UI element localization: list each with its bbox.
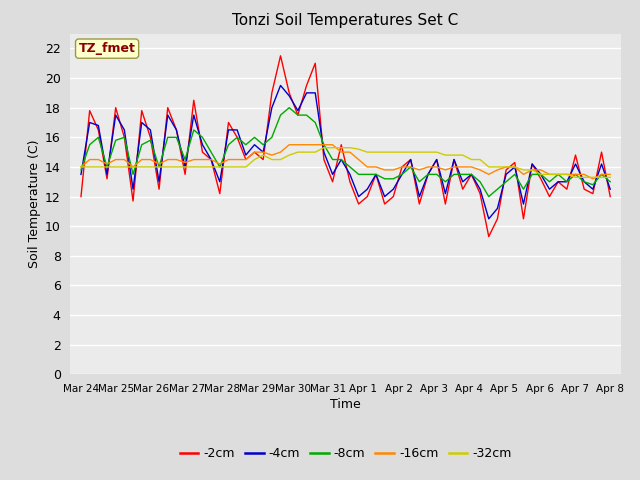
-8cm xyxy=(606,179,614,185)
Y-axis label: Soil Temperature (C): Soil Temperature (C) xyxy=(28,140,40,268)
-2cm xyxy=(276,53,284,59)
-2cm xyxy=(346,179,354,185)
-4cm xyxy=(554,179,562,185)
-32cm xyxy=(546,171,554,177)
-16cm xyxy=(120,156,128,162)
-16cm xyxy=(346,149,354,155)
-8cm xyxy=(216,164,223,170)
-4cm xyxy=(181,164,189,170)
-4cm xyxy=(346,171,354,177)
-4cm xyxy=(485,216,493,222)
-4cm xyxy=(606,186,614,192)
-2cm xyxy=(485,234,493,240)
-16cm xyxy=(285,142,293,148)
-16cm xyxy=(606,171,614,177)
-2cm xyxy=(120,134,128,140)
-8cm xyxy=(407,164,415,170)
-16cm xyxy=(216,161,223,167)
-2cm xyxy=(216,191,223,196)
-32cm xyxy=(320,145,328,151)
Text: TZ_fmet: TZ_fmet xyxy=(79,42,136,55)
Line: -2cm: -2cm xyxy=(81,56,610,237)
-32cm xyxy=(216,164,223,170)
-16cm xyxy=(546,171,554,177)
-4cm xyxy=(276,83,284,88)
-32cm xyxy=(77,164,85,170)
-32cm xyxy=(606,174,614,180)
-8cm xyxy=(77,167,85,173)
-2cm xyxy=(181,171,189,177)
-2cm xyxy=(77,194,85,200)
-32cm xyxy=(346,145,354,151)
-8cm xyxy=(120,134,128,140)
-32cm xyxy=(181,164,189,170)
-4cm xyxy=(216,179,223,185)
Line: -8cm: -8cm xyxy=(81,108,610,197)
-16cm xyxy=(77,164,85,170)
-4cm xyxy=(120,127,128,133)
-8cm xyxy=(181,156,189,162)
Legend: -2cm, -4cm, -8cm, -16cm, -32cm: -2cm, -4cm, -8cm, -16cm, -32cm xyxy=(175,442,516,465)
-32cm xyxy=(407,149,415,155)
Line: -32cm: -32cm xyxy=(81,148,610,177)
-4cm xyxy=(407,156,415,162)
-2cm xyxy=(407,156,415,162)
-4cm xyxy=(77,171,85,177)
-32cm xyxy=(572,174,579,180)
-16cm xyxy=(181,160,189,166)
-16cm xyxy=(407,164,415,170)
Title: Tonzi Soil Temperatures Set C: Tonzi Soil Temperatures Set C xyxy=(232,13,459,28)
-32cm xyxy=(120,164,128,170)
Line: -4cm: -4cm xyxy=(81,85,610,219)
-8cm xyxy=(554,171,562,177)
-2cm xyxy=(606,194,614,200)
-8cm xyxy=(346,164,354,170)
-8cm xyxy=(485,194,493,200)
-8cm xyxy=(285,105,293,110)
X-axis label: Time: Time xyxy=(330,398,361,411)
-2cm xyxy=(554,179,562,185)
Line: -16cm: -16cm xyxy=(81,145,610,179)
-16cm xyxy=(589,176,596,182)
